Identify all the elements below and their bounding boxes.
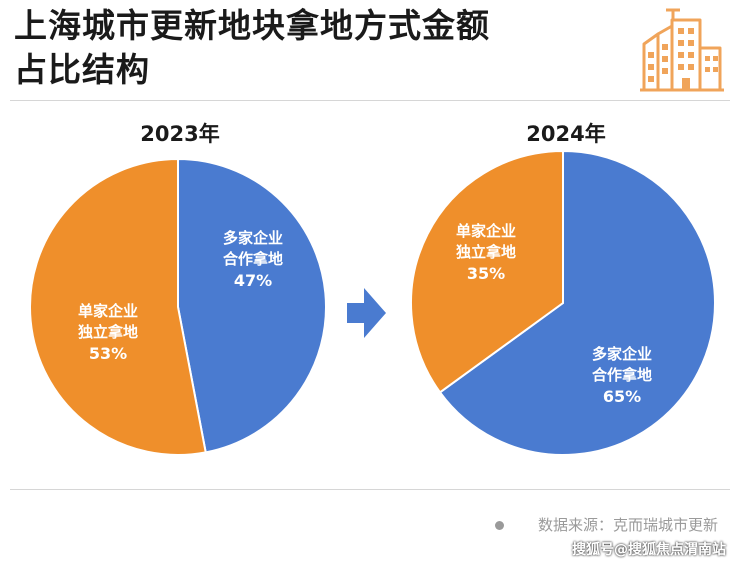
slice-label-line: 独立拿地 xyxy=(77,323,138,341)
bottom-divider xyxy=(10,489,730,490)
building-icon xyxy=(640,8,724,92)
pie-slice-2024-independent xyxy=(410,149,564,394)
slice-value-2023-independent: 53% xyxy=(88,344,128,363)
data-source-text: 数据来源：克而瑞城市更新 xyxy=(537,516,718,534)
pie-2023 xyxy=(29,157,327,456)
year-label-2023: 2023年 xyxy=(140,122,220,146)
slice-label-line: 多家企业 xyxy=(591,345,652,363)
slice-label-line: 合作拿地 xyxy=(591,366,652,384)
arrow-right-icon xyxy=(347,288,386,338)
pie-slice-2024-cooperative xyxy=(438,149,716,456)
slice-value-2024-independent: 35% xyxy=(466,264,506,283)
slice-value-2023-cooperative: 47% xyxy=(233,271,273,290)
watermark-credit: 搜狐号@搜狐焦点渭南站 xyxy=(572,542,726,558)
slice-label-line: 独立拿地 xyxy=(455,243,516,261)
year-label-2024: 2024年 xyxy=(526,122,606,146)
title-line-2: 占比结构 xyxy=(14,50,150,89)
slice-label-2023-independent: 单家企业 独立拿地 53% xyxy=(53,301,163,364)
slice-label-line: 单家企业 xyxy=(455,222,516,240)
slice-label-2023-cooperative: 多家企业 合作拿地 47% xyxy=(198,228,308,291)
pie-slice-2023-cooperative xyxy=(177,157,327,454)
slice-label-line: 合作拿地 xyxy=(222,250,283,268)
slice-label-line: 多家企业 xyxy=(222,229,283,247)
slice-label-line: 单家企业 xyxy=(77,302,138,320)
slice-value-2024-cooperative: 65% xyxy=(602,387,642,406)
title-line-1: 上海城市更新地块拿地方式金额 xyxy=(14,6,490,45)
pie-2024 xyxy=(410,149,716,456)
slice-label-2024-independent: 单家企业 独立拿地 35% xyxy=(431,221,541,284)
pie-slice-2023-independent xyxy=(29,157,207,456)
top-divider xyxy=(10,100,730,101)
bullet-dot-icon xyxy=(494,521,504,530)
data-source: 数据来源：克而瑞城市更新 xyxy=(494,514,718,535)
slice-label-2024-cooperative: 多家企业 合作拿地 65% xyxy=(567,344,677,407)
chart-title: 上海城市更新地块拿地方式金额 占比结构 xyxy=(14,4,490,92)
